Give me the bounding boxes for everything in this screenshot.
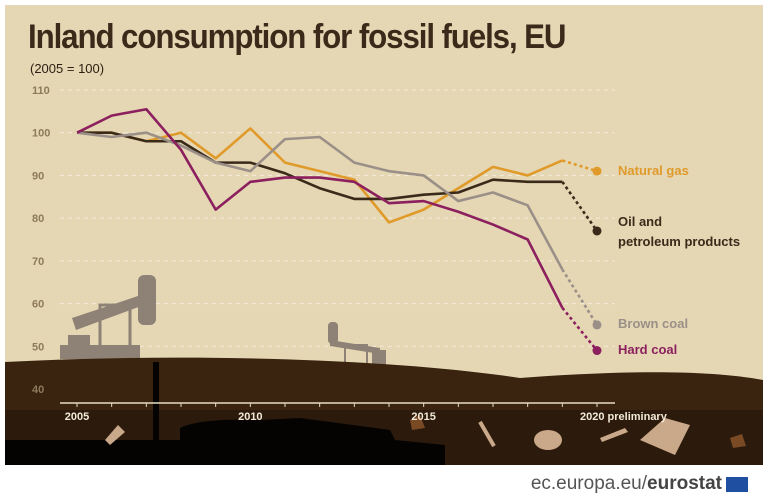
small-pump-head (328, 322, 338, 344)
series-brown-coal (76, 131, 602, 330)
data-point (592, 346, 602, 356)
eu-flag-icon (726, 477, 748, 492)
drill-pipe (153, 362, 159, 442)
y-tick-label: 40 (32, 384, 44, 396)
pump-tower (98, 303, 132, 352)
x-tick-label: 2020 preliminary (580, 411, 668, 423)
series-oil-and-petroleum-products (76, 131, 602, 236)
series-label: Brown coal (618, 316, 688, 331)
series-label: Natural gas (618, 163, 689, 178)
preliminary-line (561, 181, 599, 232)
fossils-decoration (105, 415, 746, 455)
y-tick-label: 100 (32, 128, 50, 140)
x-tick-label: 2010 (238, 411, 262, 423)
footer-domain: ec.europa.eu/ (530, 473, 648, 494)
chart-subtitle: (2005 = 100) (30, 61, 105, 76)
series-natural-gas (76, 127, 602, 224)
x-tick-label: 2015 (411, 411, 435, 423)
preliminary-line (561, 159, 598, 173)
pump-engine (68, 335, 90, 350)
oil-reservoir (5, 418, 445, 465)
preliminary-line (561, 268, 599, 326)
y-tick-label: 70 (32, 256, 44, 268)
chart-title: Inland consumption for fossil fuels, EU (28, 18, 567, 56)
pump-head (138, 275, 156, 325)
x-tick-label: 2005 (65, 411, 89, 423)
pump-beam (72, 292, 152, 330)
series-label: Hard coal (618, 342, 677, 357)
y-tick-label: 60 (32, 299, 44, 311)
oil-pumps-decoration (60, 275, 386, 366)
data-point (592, 226, 602, 236)
footer-brand: eurostat (647, 473, 722, 494)
y-tick-label: 110 (32, 85, 50, 97)
series-label: Oil and petroleum products (618, 214, 740, 249)
eurostat-link[interactable]: ec.europa.eu/eurostat (531, 473, 722, 495)
data-point (592, 166, 602, 176)
y-tick-label: 90 (32, 170, 44, 182)
data-point (592, 320, 602, 330)
y-tick-label: 80 (32, 213, 44, 225)
series-hard-coal (76, 107, 602, 356)
y-tick-label: 50 (32, 341, 44, 353)
